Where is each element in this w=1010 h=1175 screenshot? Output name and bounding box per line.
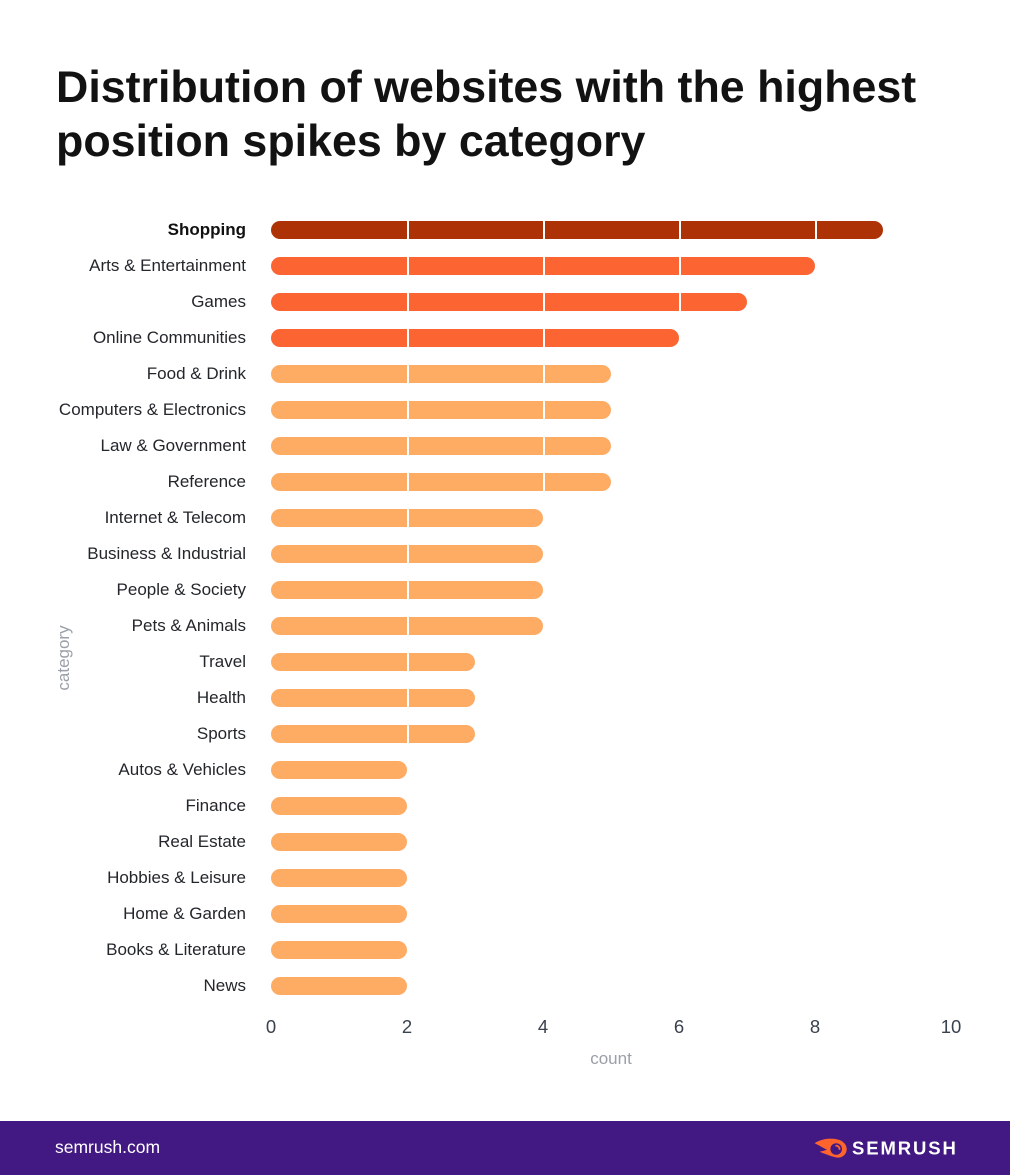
- svg-text:SEMRUSH: SEMRUSH: [852, 1137, 958, 1158]
